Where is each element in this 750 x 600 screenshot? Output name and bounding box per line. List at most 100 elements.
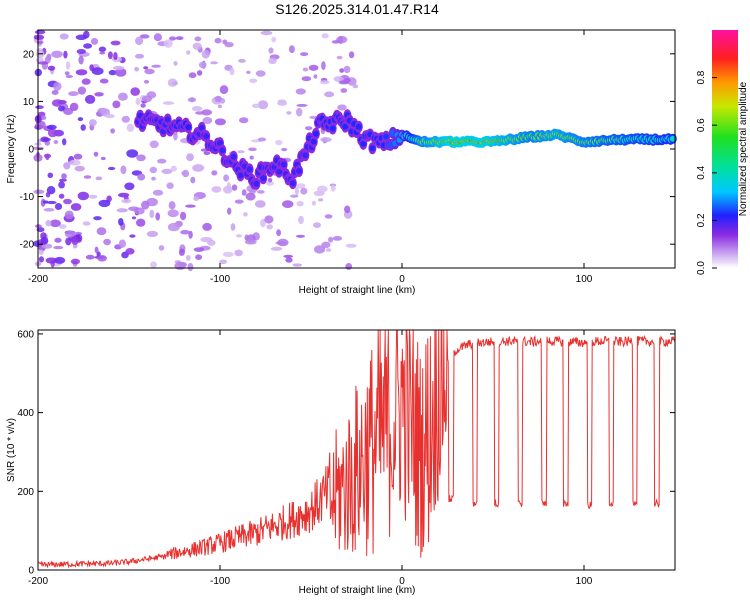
spectrogram-noise-blob (173, 61, 178, 66)
spectrogram-noise-blob (54, 256, 66, 264)
spectrogram-noise-blob (43, 208, 55, 212)
spectrogram-noise-blob (194, 36, 202, 42)
spectrogram-noise-blob (88, 194, 98, 199)
spectrogram-noise-blob (167, 222, 180, 232)
spectrogram-noise-blob (320, 137, 332, 143)
spectrogram-noise-blob (163, 39, 173, 48)
snr-panel: -200 -100 0 100 0 200 400 600 Height of straig… (6, 329, 676, 596)
spectrogram-noise-blob (257, 100, 269, 110)
spectrogram-noise-blob (132, 216, 136, 220)
spectrogram-noise-blob (141, 95, 153, 103)
spectrogram-ridge-cell (302, 152, 309, 159)
spectrogram-noise-blob (338, 80, 350, 85)
snr-y-tick-label: 0 (28, 566, 34, 577)
spectrogram-noise-blob (68, 91, 79, 97)
spectrogram-noise-blob (117, 208, 125, 213)
spectrogram-noise-blob (180, 229, 190, 235)
spectrogram-noise-blob (134, 53, 145, 59)
spectrogram-noise-blob (146, 230, 158, 238)
spectrogram-noise-blob (64, 71, 70, 76)
spectrogram-noise-blob (328, 236, 334, 243)
spectrogram-ridge-cell (369, 145, 376, 152)
spectrogram-ridge-cell (237, 172, 244, 179)
spectrogram-ridge-cell (342, 123, 349, 130)
spectrogram-noise-blob (313, 222, 321, 229)
snr-x-axis-title: Height of straight line (km) (299, 585, 416, 596)
spectrogram-noise-blob (219, 259, 228, 265)
spectrogram-noise-blob (72, 243, 78, 249)
spectrogram-noise-blob (187, 263, 194, 272)
spectrogram-noise-blob (182, 169, 190, 178)
spectrogram-noise-blob (186, 50, 191, 55)
spectrogram-noise-blob (121, 199, 132, 204)
spectrogram-noise-blob (45, 219, 52, 227)
spectrogram-x-axis-title: Height of straight line (km) (299, 285, 416, 296)
spectrogram-noise-blob (47, 124, 57, 130)
spectrogram-noise-blob (42, 137, 51, 142)
spectrogram-noise-blob (33, 34, 45, 40)
spectrogram-noise-blob (324, 214, 333, 219)
spectrogram-noise-blob (94, 246, 99, 254)
spectrogram-noise-blob (84, 94, 96, 104)
spectrogram-noise-blob (64, 210, 74, 220)
spectrogram-noise-blob (168, 201, 176, 210)
spectrogram-x-tick-label: -200 (28, 274, 48, 285)
spectrogram-noise-blob (61, 173, 67, 180)
spectrogram-noise-blob (175, 36, 184, 41)
snr-y-tick-label: 400 (17, 408, 34, 419)
spectrogram-noise-blob (180, 211, 187, 221)
colorbar-tick-label: 0.6 (696, 118, 707, 132)
spectrogram-noise-blob (331, 40, 341, 44)
spectrogram-noise-blob (282, 200, 294, 209)
spectrogram-noise-blob (281, 147, 288, 152)
spectrogram-noise-blob (80, 124, 86, 131)
spectrogram-noise-blob (336, 55, 343, 60)
spectrogram-noise-blob (214, 118, 226, 126)
spectrogram-noise-blob (144, 68, 155, 75)
spectrogram-noise-blob (118, 239, 126, 248)
spectrogram-noise-blob (74, 165, 85, 172)
colorbar-tick-label: 0.0 (696, 261, 707, 275)
spectrogram-ridge-cell (355, 123, 362, 130)
spectrogram-noise-blob (321, 33, 329, 39)
spectrogram-noise-blob (321, 61, 326, 71)
spectrogram-noise-blob (248, 147, 257, 152)
spectrogram-noise-blob (285, 257, 293, 263)
spectrogram-noise-blob (63, 50, 68, 59)
spectrogram-noise-blob (325, 248, 332, 252)
spectrogram-noise-blob (340, 88, 348, 93)
spectrogram-noise-blob (166, 182, 174, 189)
spectrogram-y-tick-label: -10 (20, 192, 35, 203)
spectrogram-noise-blob (264, 215, 274, 224)
spectrogram-noise-blob (74, 231, 83, 236)
spectrogram-noise-blob (49, 219, 61, 228)
spectrogram-noise-blob (135, 97, 141, 106)
spectrogram-noise-blob (139, 34, 150, 39)
spectrogram-noise-blob (288, 45, 295, 54)
colorbar-tick-label: 0.8 (696, 70, 707, 84)
spectrogram-noise-blob (34, 29, 46, 35)
snr-y-tick-label: 200 (17, 487, 34, 498)
spectrogram-noise-blob (63, 107, 74, 116)
spectrogram-noise-blob (292, 263, 302, 267)
spectrogram-noise-blob (275, 139, 283, 146)
spectrogram-noise-blob (224, 42, 234, 48)
spectrogram-noise-blob (196, 70, 203, 76)
spectrogram-ridge-cell (289, 180, 296, 187)
spectrogram-noise-blob (129, 234, 136, 238)
spectrogram-noise-blob (59, 224, 67, 229)
spectrogram-noise-blob (161, 168, 173, 174)
spectrogram-ridge-cell (203, 133, 210, 140)
spectrogram-noise-blob (71, 237, 79, 246)
spectrogram-noise-blob (65, 61, 71, 70)
spectrogram-noise-blob (311, 200, 316, 206)
spectrogram-noise-blob (51, 50, 63, 58)
spectrogram-noise-blob (149, 140, 159, 149)
spectrogram-noise-blob (65, 75, 74, 78)
spectrogram-noise-blob (124, 182, 135, 191)
spectrogram-noise-blob (64, 230, 76, 238)
spectrogram-noise-blob (90, 37, 99, 45)
spectrogram-ridge-cell (276, 168, 283, 175)
snr-series-line (37, 329, 676, 569)
spectrogram-noise-blob (190, 176, 196, 184)
